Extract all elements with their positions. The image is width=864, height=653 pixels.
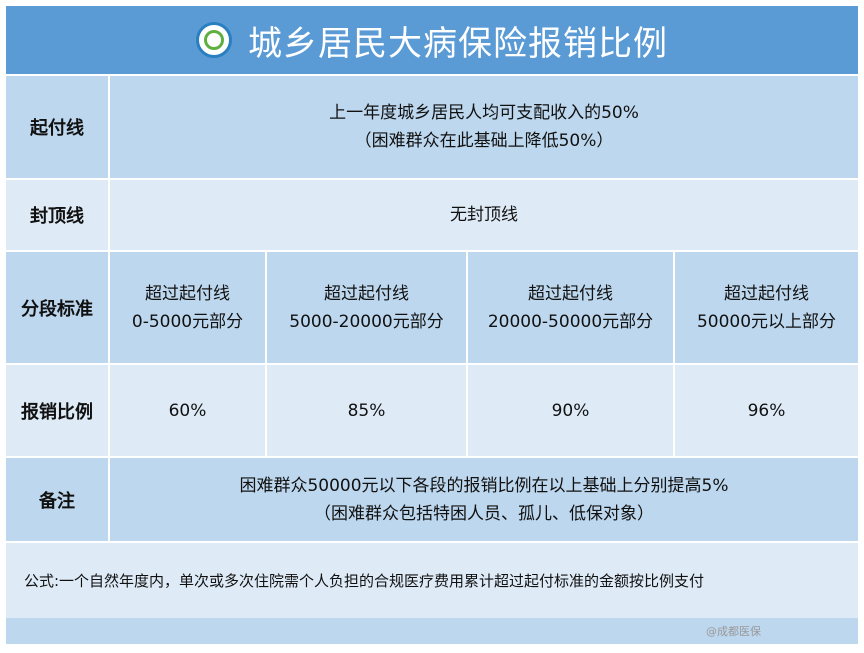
- text-line: 超过起付线: [145, 283, 230, 304]
- text-line: 50000元以上部分: [696, 311, 837, 332]
- tier-cell: 超过起付线 20000-50000元部分: [468, 252, 675, 363]
- footer: @成都医保: [6, 618, 858, 644]
- page-title: 城乡居民大病保险报销比例: [248, 23, 668, 64]
- text-line: 超过起付线: [724, 283, 809, 304]
- ratio-cell: 60%: [110, 365, 267, 456]
- row-tiers: 分段标准 超过起付线 0-5000元部分 超过起付线 5000-20000元部分 超…: [6, 252, 858, 365]
- reimbursement-table: 城乡居民大病保险报销比例 起付线 上一年度城乡居民人均可支配收入的50% （困难…: [6, 6, 858, 644]
- text-line: 超过起付线: [528, 283, 613, 304]
- ratio-cell: 85%: [267, 365, 468, 456]
- row-note: 备注 困难群众50000元以下各段的报销比例在以上基础上分别提高5% （困难群众…: [6, 458, 858, 543]
- ratio-cell: 96%: [747, 400, 786, 421]
- logo-icon: [196, 22, 232, 58]
- text-line: 5000-20000元部分: [289, 311, 444, 332]
- text-line: 超过起付线: [324, 283, 409, 304]
- row-label: 分段标准: [6, 252, 110, 363]
- row-label: 报销比例: [6, 365, 110, 456]
- text-line: （困难群众在此基础上降低50%）: [354, 131, 614, 151]
- cap-value: 无封顶线: [450, 205, 518, 225]
- text-line: 困难群众50000元以下各段的报销比例在以上基础上分别提高5%: [239, 475, 729, 496]
- row-ratio: 报销比例 60% 85% 90% 96%: [6, 365, 858, 458]
- row-deductible: 起付线 上一年度城乡居民人均可支配收入的50% （困难群众在此基础上降低50%）: [6, 76, 858, 180]
- tier-cell: 超过起付线 5000-20000元部分: [267, 252, 468, 363]
- text-line: 0-5000元部分: [131, 311, 244, 332]
- deductible-value: 上一年度城乡居民人均可支配收入的50% （困难群众在此基础上降低50%）: [110, 76, 858, 178]
- row-cap: 封顶线 无封顶线: [6, 180, 858, 252]
- row-label: 备注: [6, 458, 110, 541]
- tier-cell: 超过起付线 0-5000元部分: [110, 252, 267, 363]
- watermark: @成都医保: [706, 625, 761, 638]
- row-label: 封顶线: [6, 180, 110, 250]
- ratio-cell: 90%: [468, 365, 675, 456]
- row-label: 起付线: [6, 76, 110, 178]
- text-line: （困难群众包括特困人员、孤儿、低保对象）: [314, 503, 654, 524]
- tier-cell: 超过起付线 50000元以上部分: [675, 252, 858, 363]
- formula: 公式:一个自然年度内，单次或多次住院需个人负担的合规医疗费用累计超过起付标准的金…: [6, 543, 858, 618]
- text-line: 上一年度城乡居民人均可支配收入的50%: [329, 103, 639, 123]
- header: 城乡居民大病保险报销比例: [6, 6, 858, 76]
- text-line: 20000-50000元部分: [487, 311, 654, 332]
- note-value: 困难群众50000元以下各段的报销比例在以上基础上分别提高5% （困难群众包括特…: [110, 458, 858, 541]
